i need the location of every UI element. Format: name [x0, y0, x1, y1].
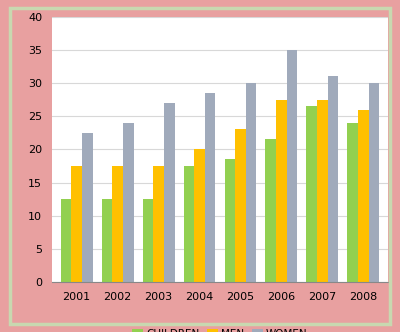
Bar [164, 103, 174, 282]
Bar [153, 166, 164, 282]
Bar [123, 123, 134, 282]
Bar [82, 133, 92, 282]
Bar [112, 166, 123, 282]
Bar [61, 199, 71, 282]
Bar [205, 93, 216, 282]
Bar [276, 100, 287, 282]
Bar [184, 166, 194, 282]
Bar [194, 149, 205, 282]
Bar [102, 199, 112, 282]
Bar [246, 83, 256, 282]
Bar [266, 139, 276, 282]
Bar [142, 199, 153, 282]
Bar [328, 76, 338, 282]
Bar [71, 166, 82, 282]
Bar [235, 129, 246, 282]
Bar [369, 83, 379, 282]
Bar [348, 123, 358, 282]
Bar [306, 106, 317, 282]
Bar [224, 159, 235, 282]
Legend: CHILDREN, MEN, WOMEN: CHILDREN, MEN, WOMEN [128, 325, 312, 332]
Bar [358, 110, 369, 282]
Bar [287, 50, 298, 282]
Bar [317, 100, 328, 282]
